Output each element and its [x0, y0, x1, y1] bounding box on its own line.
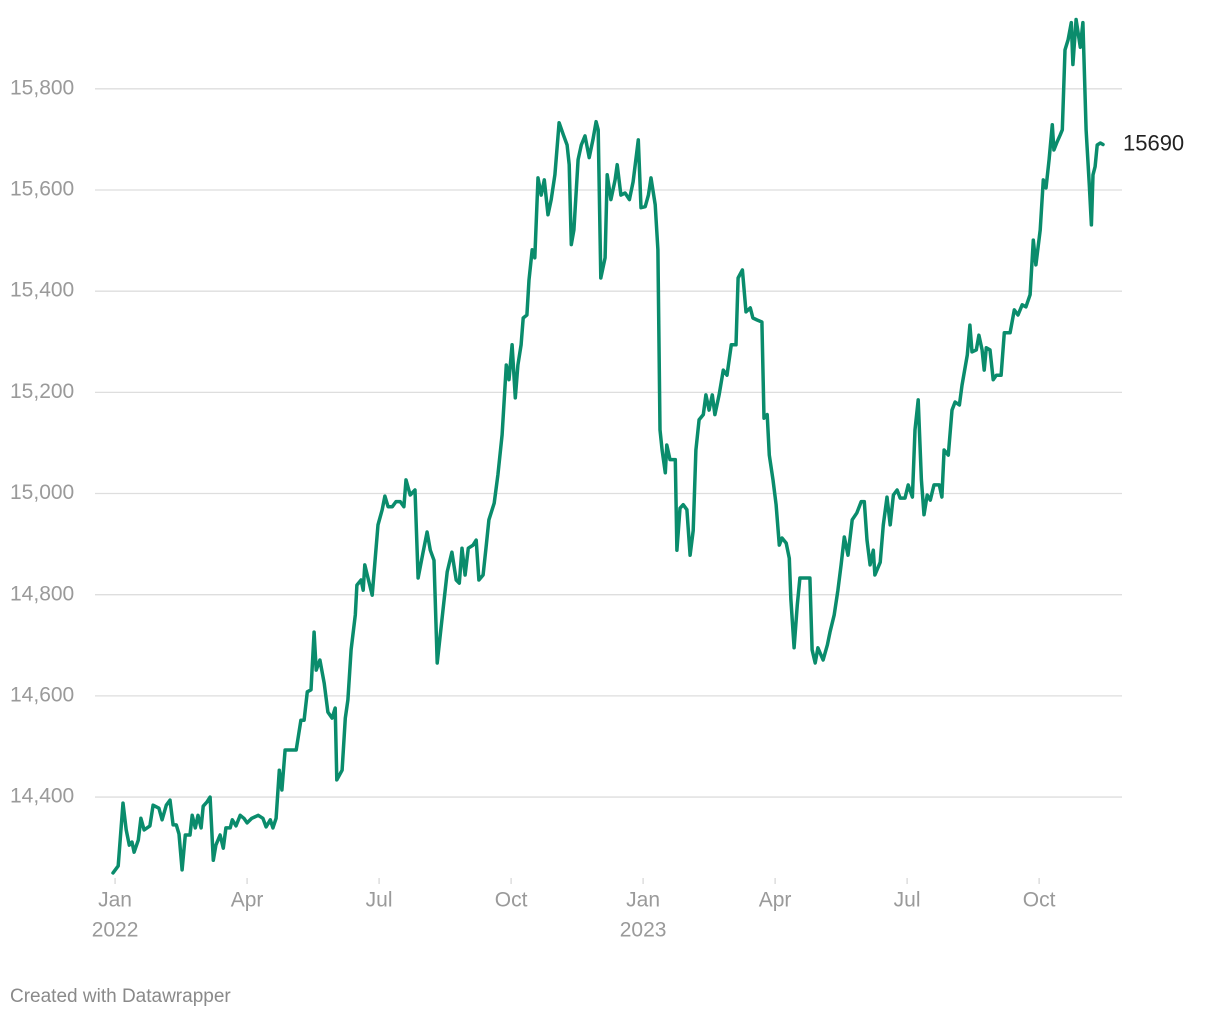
- credit: Created with Datawrapper: [10, 986, 231, 1007]
- x-tick-year: 2023: [620, 919, 667, 942]
- line: [111, 17, 1105, 875]
- y-tick-label: 14,400: [10, 785, 74, 808]
- y-tick-label: 15,800: [10, 76, 74, 99]
- x-tick-label: Oct: [1023, 889, 1056, 912]
- y-tick-label: 14,800: [10, 582, 74, 605]
- x-tick-label: Jan: [626, 889, 660, 912]
- x-tick-label: Jan: [98, 889, 132, 912]
- x-tick-year: 2022: [92, 919, 139, 942]
- y-tick-label: 15,600: [10, 178, 74, 201]
- x-tick-label: Apr: [231, 889, 264, 912]
- y-tick-label: 15,000: [10, 481, 74, 504]
- y-tick-label: 15,400: [10, 279, 74, 302]
- x-tick-label: Jul: [894, 889, 921, 912]
- end-label: 15690: [1123, 130, 1184, 155]
- x-tick-label: Jul: [366, 889, 393, 912]
- x-tick-label: Apr: [759, 889, 792, 912]
- x-tick-label: Oct: [495, 889, 528, 912]
- y-tick-label: 14,600: [10, 683, 74, 706]
- y-tick-label: 15,200: [10, 380, 74, 403]
